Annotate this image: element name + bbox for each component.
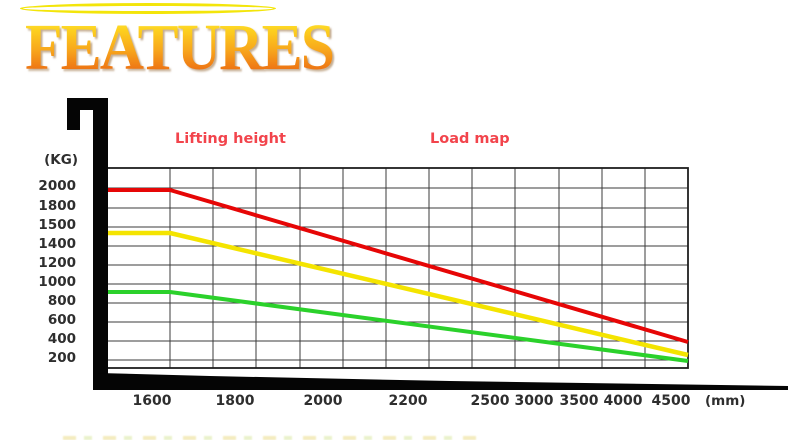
y-tick-label: 800 — [48, 293, 76, 309]
x-tick-label: 3000 — [515, 393, 554, 409]
x-tick-label: 2000 — [304, 393, 343, 409]
y-tick-label: 1800 — [38, 198, 76, 214]
mast-shape — [93, 98, 108, 390]
title-underline-ellipse — [20, 3, 276, 14]
x-tick-label: 4000 — [604, 393, 643, 409]
cropped-caption-remnant — [63, 436, 478, 440]
series-line-capacity-mid — [104, 230, 689, 358]
load-map-title: Load map — [430, 131, 510, 147]
y-tick-label: 400 — [48, 331, 76, 347]
y-tick-label: 1400 — [38, 236, 76, 252]
x-tick-label: 4500 — [652, 393, 691, 409]
y-tick-label: 1200 — [38, 255, 76, 271]
y-tick-label: 600 — [48, 312, 76, 328]
x-tick-label: 1800 — [216, 393, 255, 409]
page-title: FEATURES — [25, 11, 335, 84]
y-tick-label: 2000 — [38, 178, 76, 194]
series-line-capacity-high — [104, 188, 689, 344]
lifting-height-label: Lifting height — [175, 131, 286, 147]
x-tick-label: 2200 — [389, 393, 428, 409]
fork-shape — [98, 373, 788, 390]
y-axis-unit-label: (KG) — [44, 152, 78, 168]
x-tick-label: 3500 — [560, 393, 599, 409]
mast-shape — [67, 98, 80, 130]
y-tick-label: 1500 — [38, 217, 76, 233]
x-tick-label: 1600 — [133, 393, 172, 409]
y-tick-label: 200 — [48, 350, 76, 366]
x-tick-label: 2500 — [471, 393, 510, 409]
y-tick-label: 1000 — [38, 274, 76, 290]
series-line-capacity-low — [104, 290, 689, 363]
x-axis-unit-label: (mm) — [705, 393, 746, 409]
